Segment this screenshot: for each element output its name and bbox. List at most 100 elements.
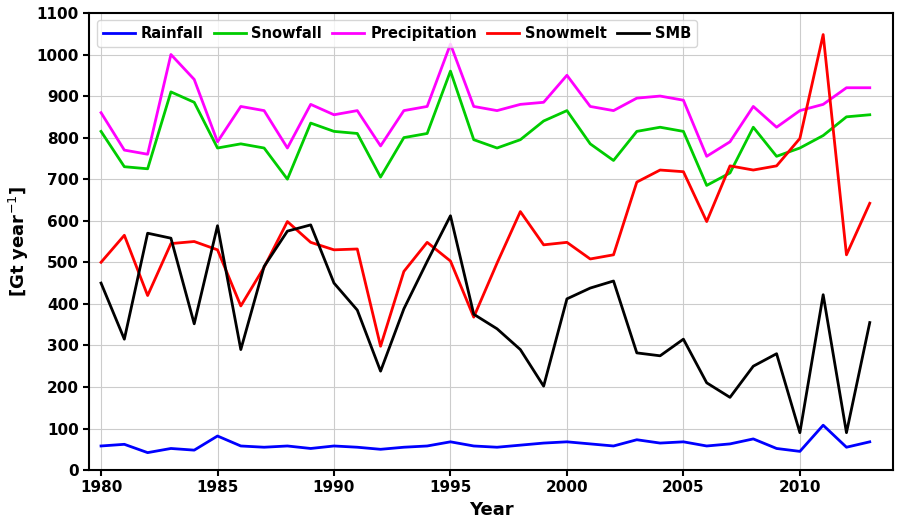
Precipitation (212, 139, 223, 145)
SMB (562, 296, 572, 302)
Precipitation (654, 93, 665, 99)
SMB (166, 235, 176, 241)
SMB (795, 430, 806, 436)
SMB (724, 394, 735, 400)
Snowfall (189, 99, 200, 105)
Rainfall (142, 450, 153, 456)
SMB (748, 363, 759, 369)
Snowfall (632, 128, 643, 135)
SMB (305, 222, 316, 228)
Precipitation (795, 107, 806, 114)
Rainfall (724, 441, 735, 447)
Precipitation (608, 107, 619, 114)
Precipitation (491, 107, 502, 114)
Precipitation (422, 103, 433, 109)
Snowfall (842, 114, 852, 120)
Rainfall (119, 441, 130, 448)
SMB (538, 383, 549, 389)
Precipitation (399, 107, 410, 114)
SMB (468, 311, 479, 317)
Snowfall (119, 164, 130, 170)
Precipitation (305, 101, 316, 107)
Line: Precipitation: Precipitation (101, 44, 869, 156)
SMB (632, 350, 643, 356)
SMB (491, 326, 502, 332)
Snowfall (422, 130, 433, 137)
SMB (446, 213, 456, 219)
Rainfall (818, 422, 829, 428)
SMB (864, 319, 875, 326)
Snowmelt (142, 292, 153, 299)
SMB (142, 230, 153, 236)
Snowmelt (562, 239, 572, 246)
Snowmelt (282, 218, 292, 225)
Y-axis label: [Gt year$^{-1}$]: [Gt year$^{-1}$] (7, 186, 31, 297)
Snowmelt (375, 343, 386, 349)
Precipitation (328, 112, 339, 118)
Precipitation (701, 153, 712, 159)
Rainfall (468, 443, 479, 449)
Precipitation (119, 147, 130, 153)
Snowfall (538, 118, 549, 124)
Snowmelt (422, 239, 433, 246)
Rainfall (375, 446, 386, 452)
SMB (282, 228, 292, 234)
SMB (236, 347, 247, 353)
Rainfall (864, 439, 875, 445)
Rainfall (771, 446, 782, 452)
X-axis label: Year: Year (469, 501, 514, 519)
Snowmelt (724, 163, 735, 169)
Snowmelt (468, 314, 479, 320)
Precipitation (748, 103, 759, 109)
Line: SMB: SMB (101, 216, 869, 433)
Rainfall (189, 447, 200, 453)
Rainfall (282, 443, 292, 449)
Snowfall (375, 174, 386, 180)
Snowmelt (328, 247, 339, 253)
Line: Snowfall: Snowfall (101, 71, 869, 185)
Snowfall (352, 130, 363, 137)
SMB (352, 307, 363, 313)
Rainfall (538, 440, 549, 446)
Snowfall (328, 128, 339, 135)
Snowmelt (352, 246, 363, 252)
Precipitation (678, 97, 688, 104)
Line: Rainfall: Rainfall (101, 425, 869, 453)
Snowfall (654, 124, 665, 130)
Snowmelt (538, 241, 549, 248)
Snowmelt (305, 239, 316, 246)
Snowmelt (212, 247, 223, 253)
Rainfall (748, 436, 759, 442)
Precipitation (142, 151, 153, 157)
Rainfall (352, 444, 363, 450)
Rainfall (795, 448, 806, 454)
Snowfall (818, 133, 829, 139)
Snowfall (468, 137, 479, 143)
Precipitation (818, 101, 829, 107)
Rainfall (446, 439, 456, 445)
Precipitation (468, 103, 479, 109)
SMB (818, 291, 829, 298)
Snowmelt (119, 232, 130, 238)
Rainfall (701, 443, 712, 449)
Rainfall (422, 443, 433, 449)
SMB (654, 352, 665, 359)
Snowmelt (864, 200, 875, 206)
Precipitation (864, 85, 875, 91)
Rainfall (608, 443, 619, 449)
SMB (95, 280, 106, 286)
Precipitation (724, 139, 735, 145)
SMB (585, 285, 596, 291)
Snowfall (95, 128, 106, 135)
Snowfall (678, 128, 688, 135)
Rainfall (562, 439, 572, 445)
SMB (771, 350, 782, 357)
Rainfall (95, 443, 106, 449)
Snowfall (795, 145, 806, 151)
Snowfall (305, 120, 316, 126)
Rainfall (236, 443, 247, 449)
Precipitation (446, 41, 456, 47)
Snowmelt (258, 264, 269, 270)
Snowmelt (236, 303, 247, 309)
Snowmelt (95, 259, 106, 266)
